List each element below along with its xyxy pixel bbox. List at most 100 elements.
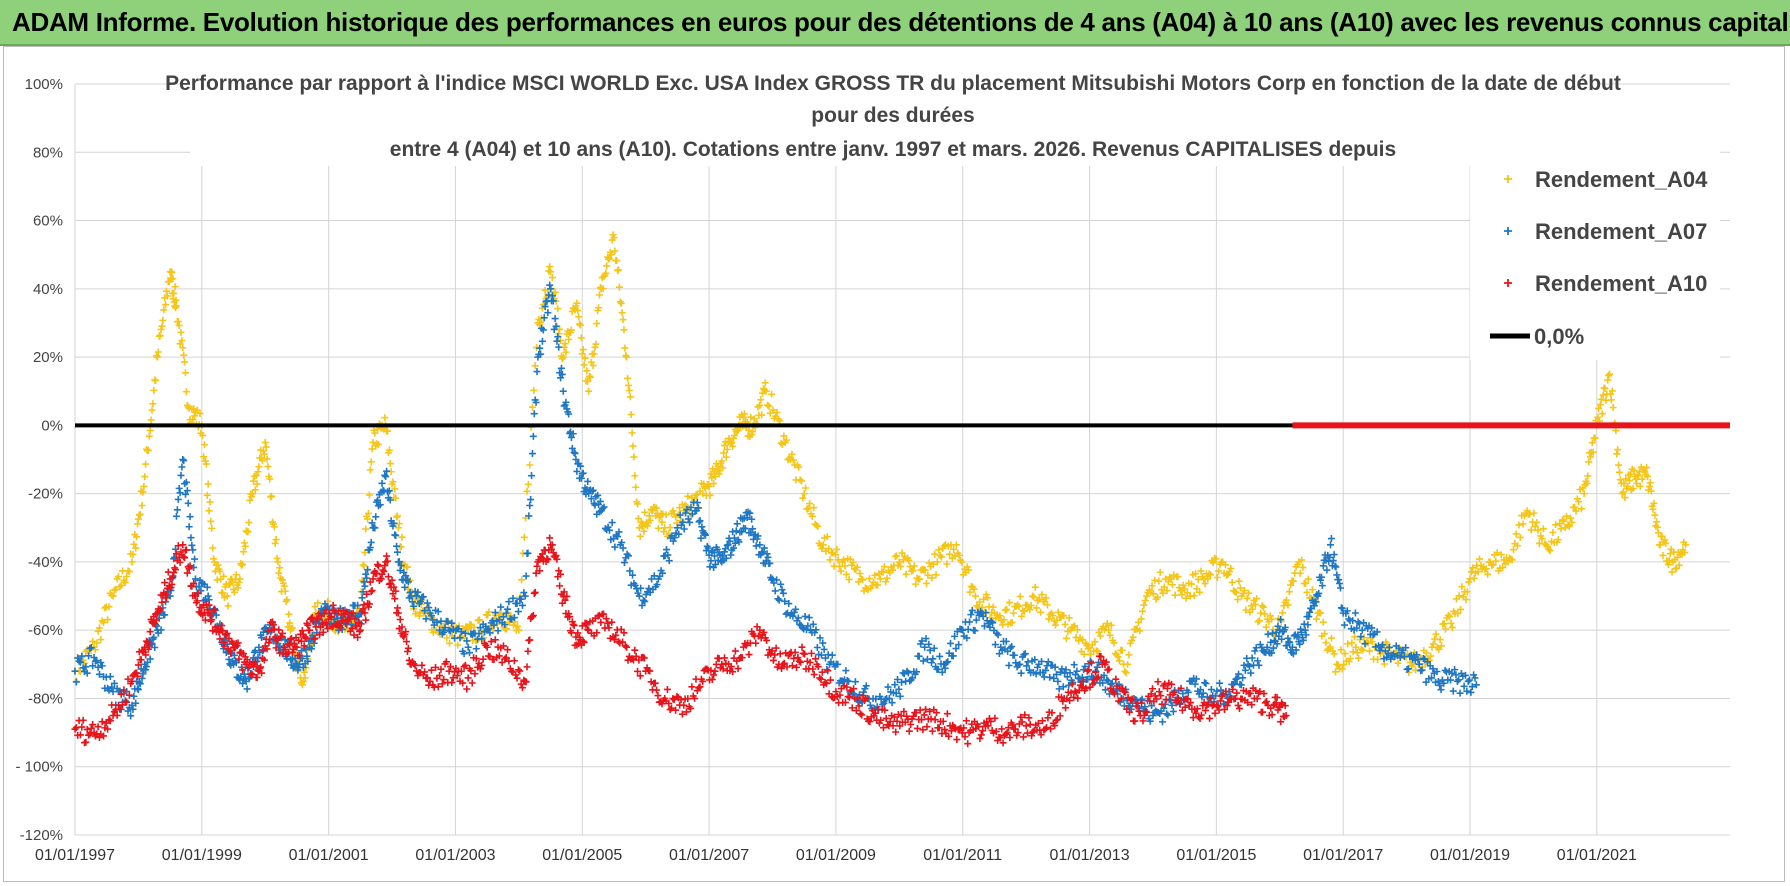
point-Rendement_A07 <box>629 571 637 579</box>
point-Rendement_A10 <box>362 616 370 624</box>
point-Rendement_A07 <box>176 489 184 497</box>
point-Rendement_A04 <box>1360 634 1368 642</box>
point-Rendement_A04 <box>1515 521 1523 529</box>
point-Rendement_A04 <box>595 291 603 299</box>
point-Rendement_A04 <box>1672 565 1680 573</box>
point-Rendement_A07 <box>626 567 634 575</box>
point-Rendement_A10 <box>418 661 426 669</box>
point-Rendement_A04 <box>765 402 773 410</box>
point-Rendement_A04 <box>1141 597 1149 605</box>
point-Rendement_A04 <box>1507 555 1515 563</box>
point-Rendement_A04 <box>1042 594 1050 602</box>
point-Rendement_A10 <box>1022 722 1030 730</box>
y-tick-label: -120% <box>20 827 63 844</box>
point-Rendement_A07 <box>526 501 534 509</box>
point-Rendement_A04 <box>932 571 940 579</box>
point-Rendement_A04 <box>578 350 586 358</box>
point-Rendement_A04 <box>1201 580 1209 588</box>
point-Rendement_A07 <box>572 456 580 463</box>
point-Rendement_A04 <box>1508 556 1516 564</box>
point-Rendement_A07 <box>1467 688 1475 696</box>
point-Rendement_A04 <box>520 533 528 541</box>
report-banner: ADAM Informe. Evolution historique des p… <box>0 0 1790 46</box>
point-Rendement_A04 <box>1457 605 1465 613</box>
point-Rendement_A10 <box>913 724 921 732</box>
point-Rendement_A04 <box>249 477 257 485</box>
point-Rendement_A04 <box>761 379 769 387</box>
point-Rendement_A04 <box>575 313 583 321</box>
point-Rendement_A10 <box>146 628 154 636</box>
point-Rendement_A04 <box>239 560 247 568</box>
point-Rendement_A10 <box>556 582 564 590</box>
point-Rendement_A04 <box>1665 557 1673 565</box>
point-Rendement_A07 <box>130 692 138 700</box>
point-Rendement_A04 <box>605 255 613 263</box>
point-Rendement_A07 <box>565 410 573 418</box>
point-Rendement_A07 <box>547 285 555 293</box>
point-Rendement_A04 <box>239 548 247 556</box>
report-title: ADAM Informe. Evolution historique des p… <box>12 7 1790 37</box>
point-Rendement_A07 <box>779 589 787 597</box>
point-Rendement_A04 <box>236 575 244 583</box>
point-Rendement_A04 <box>723 446 731 454</box>
point-Rendement_A04 <box>982 591 990 599</box>
point-Rendement_A07 <box>536 344 544 352</box>
point-Rendement_A04 <box>261 438 269 446</box>
point-Rendement_A07 <box>513 599 521 607</box>
point-Rendement_A04 <box>859 576 867 584</box>
point-Rendement_A07 <box>568 444 576 452</box>
point-Rendement_A10 <box>720 654 728 662</box>
point-Rendement_A04 <box>100 618 108 626</box>
point-Rendement_A04 <box>1638 475 1646 483</box>
point-Rendement_A07 <box>1207 686 1215 694</box>
point-Rendement_A04 <box>1322 639 1330 647</box>
point-Rendement_A04 <box>590 350 598 358</box>
point-Rendement_A07 <box>466 649 474 657</box>
point-Rendement_A10 <box>79 716 87 724</box>
point-Rendement_A04 <box>1110 639 1118 647</box>
point-Rendement_A07 <box>518 601 526 609</box>
point-Rendement_A07 <box>299 663 307 671</box>
point-Rendement_A04 <box>1204 575 1212 583</box>
point-Rendement_A07 <box>539 326 547 334</box>
point-Rendement_A04 <box>200 453 208 461</box>
point-Rendement_A04 <box>104 616 112 624</box>
point-Rendement_A04 <box>109 592 117 600</box>
point-Rendement_A04 <box>625 386 633 394</box>
point-Rendement_A07 <box>434 608 442 616</box>
point-Rendement_A04 <box>1607 396 1615 404</box>
point-Rendement_A04 <box>1190 592 1198 600</box>
point-Rendement_A04 <box>759 389 767 397</box>
point-Rendement_A04 <box>952 541 960 549</box>
point-Rendement_A04 <box>381 414 389 422</box>
point-Rendement_A07 <box>296 660 304 668</box>
point-Rendement_A10 <box>524 647 532 655</box>
point-Rendement_A07 <box>444 617 452 625</box>
point-Rendement_A10 <box>1233 689 1241 697</box>
point-Rendement_A04 <box>728 439 736 447</box>
point-Rendement_A04 <box>1231 588 1239 596</box>
point-Rendement_A04 <box>1562 512 1570 520</box>
point-Rendement_A04 <box>274 558 282 566</box>
point-Rendement_A07 <box>614 533 622 541</box>
point-Rendement_A04 <box>1187 580 1195 588</box>
point-Rendement_A07 <box>376 501 384 509</box>
point-Rendement_A07 <box>599 504 607 512</box>
point-Rendement_A04 <box>1601 384 1609 392</box>
point-Rendement_A04 <box>1645 482 1653 490</box>
point-Rendement_A04 <box>252 472 260 480</box>
point-Rendement_A04 <box>196 410 204 418</box>
point-Rendement_A04 <box>1332 668 1339 676</box>
point-Rendement_A07 <box>395 558 403 566</box>
point-Rendement_A04 <box>199 431 207 439</box>
point-Rendement_A04 <box>1609 404 1617 412</box>
point-Rendement_A04 <box>526 461 534 469</box>
point-Rendement_A04 <box>1303 588 1311 596</box>
point-Rendement_A04 <box>1073 626 1081 634</box>
point-Rendement_A07 <box>533 368 541 376</box>
point-Rendement_A04 <box>1352 643 1360 651</box>
point-Rendement_A04 <box>1649 505 1657 513</box>
point-Rendement_A04 <box>1615 468 1623 476</box>
x-tick-label: 01/01/1997 <box>35 847 115 864</box>
point-Rendement_A07 <box>669 537 677 545</box>
